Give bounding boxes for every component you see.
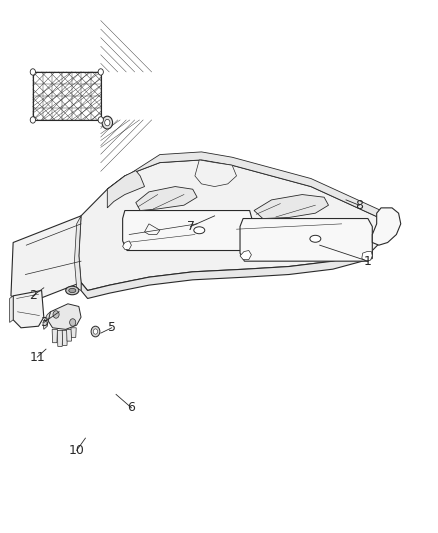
- Text: 11: 11: [29, 351, 45, 364]
- Ellipse shape: [66, 286, 79, 295]
- Ellipse shape: [194, 227, 205, 233]
- Circle shape: [98, 117, 103, 123]
- Ellipse shape: [310, 236, 321, 242]
- Text: 8: 8: [355, 199, 363, 212]
- Polygon shape: [43, 312, 50, 329]
- Polygon shape: [123, 241, 131, 249]
- Circle shape: [105, 119, 110, 126]
- Polygon shape: [136, 187, 197, 211]
- Polygon shape: [240, 219, 372, 261]
- Circle shape: [30, 117, 35, 123]
- Polygon shape: [48, 304, 81, 329]
- Bar: [33, 72, 101, 120]
- Text: 1: 1: [364, 255, 372, 268]
- Polygon shape: [195, 160, 237, 187]
- Text: 2: 2: [29, 289, 37, 302]
- Circle shape: [98, 69, 103, 75]
- Polygon shape: [107, 171, 145, 208]
- Polygon shape: [52, 329, 57, 343]
- Text: 5: 5: [108, 321, 116, 334]
- Polygon shape: [71, 328, 76, 337]
- Circle shape: [102, 116, 113, 129]
- Polygon shape: [62, 330, 67, 345]
- Polygon shape: [74, 216, 81, 290]
- Polygon shape: [79, 160, 385, 290]
- Circle shape: [30, 69, 35, 75]
- Circle shape: [53, 311, 59, 318]
- Polygon shape: [254, 195, 328, 219]
- Polygon shape: [240, 251, 251, 260]
- Text: 3: 3: [40, 316, 48, 329]
- Text: 7: 7: [187, 220, 194, 233]
- Polygon shape: [107, 152, 381, 219]
- Circle shape: [70, 319, 76, 326]
- Polygon shape: [57, 330, 63, 346]
- Polygon shape: [81, 251, 372, 298]
- Ellipse shape: [69, 288, 76, 293]
- Circle shape: [91, 326, 100, 337]
- Circle shape: [93, 329, 98, 334]
- Polygon shape: [10, 296, 13, 322]
- Polygon shape: [11, 216, 81, 304]
- Polygon shape: [13, 290, 44, 328]
- Polygon shape: [372, 208, 401, 245]
- Polygon shape: [362, 252, 372, 261]
- Polygon shape: [123, 211, 252, 251]
- Text: 6: 6: [127, 401, 135, 414]
- Text: 10: 10: [69, 444, 85, 457]
- Polygon shape: [67, 329, 72, 341]
